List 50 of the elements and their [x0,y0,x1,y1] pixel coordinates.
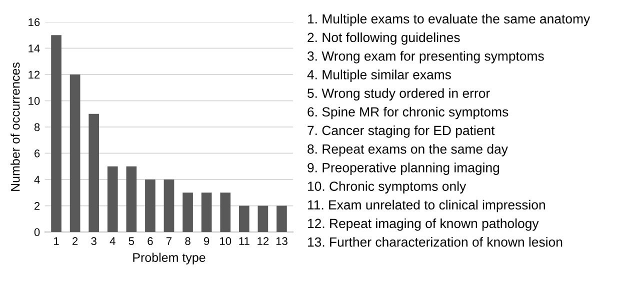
text: 11. Exam unrelated to clinical impression [308,200,545,212]
text: 5. Wrong study ordered in error [308,88,490,101]
bar [164,180,174,232]
y-tick-label: 10 [28,97,40,105]
x-tick-label: 7 [166,237,172,245]
y-tick-label: 16 [28,18,40,26]
text: 13. Further characterization of known lesion [308,237,562,247]
text: 3. Wrong exam for presenting symptoms [308,51,544,64]
bar [220,192,231,232]
x-tick-label: 12 [258,237,269,245]
bar [238,206,250,232]
text: 2. Not following guidelines [308,32,460,45]
x-tick-label: 13 [276,237,288,246]
x-tick-label: 1 [54,237,59,245]
y-tick-label: 4 [34,176,40,184]
y-tick-label: 8 [34,123,40,132]
x-tick-label: 11 [239,237,250,245]
x-tick-label: 10 [220,237,232,246]
text: 12. Repeat imaging of known pathology [308,218,539,231]
text: 7. Cancer staging for ED patient [308,125,495,138]
text: 8. Repeat exams on the same day [308,144,508,156]
text: 9. Preoperative planning imaging [308,162,500,175]
y-tick-label: 0 [34,228,40,236]
text: 1. Multiple exams to evaluate the same anatomy [308,14,590,26]
x-tick-label: 5 [128,237,134,246]
bar [182,192,193,232]
text: 4. Multiple similar exams [307,70,451,82]
x-tick-label: 4 [110,237,116,245]
bar [201,192,212,232]
bar [107,166,118,232]
x-axis-title: Problem type [133,252,206,264]
x-tick-label: 2 [72,237,78,245]
bar [276,206,287,232]
text: 10. Chronic symptoms only [308,181,466,194]
y-axis-title: Number of occurrences [10,62,20,191]
x-tick-label: 8 [185,237,190,246]
x-tick-label: 3 [91,237,96,246]
x-tick-label: 6 [148,237,153,246]
y-tick-label: 2 [34,202,40,210]
x-tick-label: 9 [204,237,210,246]
bar [126,166,137,232]
y-tick-label: 12 [28,70,40,79]
bar [145,180,156,232]
text: 6. Spine MR for chronic symptoms [308,106,508,120]
y-tick-label: 14 [28,44,40,52]
bar [70,74,80,232]
bar [258,206,268,232]
bar [88,114,100,232]
y-tick-label: 6 [34,150,40,158]
bar [51,35,62,232]
